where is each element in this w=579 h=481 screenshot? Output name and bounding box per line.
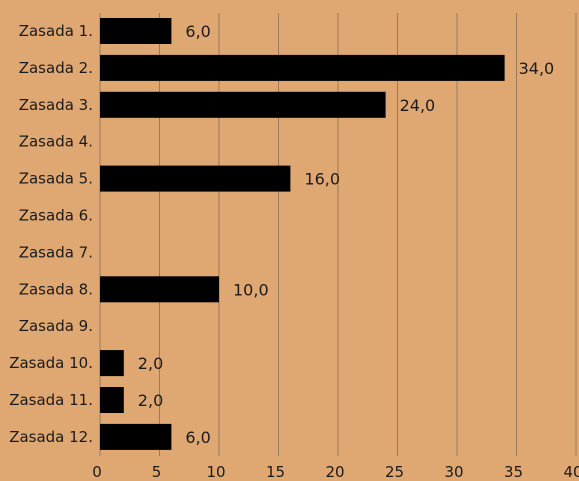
data-label: 6,0: [185, 428, 210, 447]
bars: [100, 18, 505, 450]
x-tick-labels: 0 5 10 15 20 25 30 35 40: [92, 463, 579, 481]
category-label: Zasada 10.: [9, 354, 93, 372]
x-tick-label: 5: [152, 463, 162, 481]
category-label: Zasada 5.: [19, 170, 93, 188]
x-tick-label: 10: [206, 463, 225, 481]
bar: [100, 387, 124, 413]
gridlines: [99, 13, 577, 456]
category-label: Zasada 6.: [19, 207, 93, 225]
category-label: Zasada 2.: [19, 59, 93, 77]
x-tick-label: 20: [325, 463, 344, 481]
category-label: Zasada 7.: [19, 243, 93, 261]
category-label: Zasada 11.: [9, 391, 93, 409]
data-label: 2,0: [138, 354, 163, 373]
category-label: Zasada 1.: [19, 22, 93, 40]
bar: [100, 276, 219, 303]
x-tick-label: 40: [563, 463, 579, 481]
x-tick-label: 0: [92, 463, 102, 481]
category-label: Zasada 9.: [19, 317, 93, 335]
data-label: 2,0: [138, 391, 163, 410]
bar: [100, 423, 172, 450]
bar: [100, 91, 386, 118]
bar: [100, 18, 172, 44]
x-tick-label: 35: [504, 463, 523, 481]
bar: [100, 54, 505, 81]
data-label: 16,0: [304, 170, 340, 189]
bar: [100, 350, 124, 377]
category-label: Zasada 8.: [19, 280, 93, 298]
bar: [100, 165, 291, 192]
category-label: Zasada 12.: [9, 428, 93, 446]
category-labels: Zasada 1. Zasada 2. Zasada 3. Zasada 4. Zasa…: [9, 22, 93, 446]
category-label: Zasada 3.: [19, 96, 93, 114]
data-label: 10,0: [233, 280, 269, 299]
x-tick-label: 15: [266, 463, 285, 481]
data-label: 6,0: [185, 22, 210, 41]
x-tick-label: 30: [444, 463, 463, 481]
data-label: 24,0: [400, 96, 436, 115]
x-tick-label: 25: [385, 463, 404, 481]
data-label: 34,0: [519, 59, 555, 78]
category-label: Zasada 4.: [19, 133, 93, 151]
data-labels: 6,0 34,0 24,0 16,0 10,0 2,0 2,0 6,0: [138, 22, 554, 447]
